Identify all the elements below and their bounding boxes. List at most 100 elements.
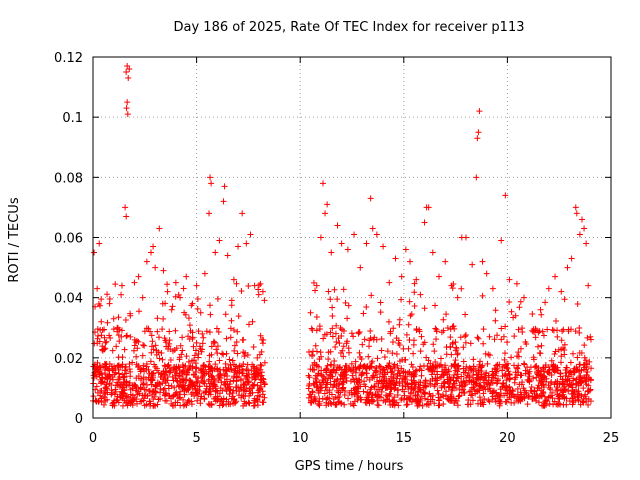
data-point-marker [336,364,343,371]
data-point-marker [410,377,417,384]
data-point-marker [519,379,526,386]
data-point-marker [431,348,438,355]
data-point-marker [540,402,547,409]
data-point-marker [437,374,444,381]
data-point-marker [115,354,122,361]
data-point-marker [325,356,332,363]
data-point-marker [244,367,251,374]
data-point-marker [529,393,536,400]
data-point-marker [572,380,579,387]
data-point-marker [208,343,215,350]
data-point-marker [547,386,554,393]
data-point-marker [478,364,485,371]
data-point-marker [193,339,200,346]
data-point-marker [223,368,230,375]
data-point-marker [417,363,424,370]
data-point-marker [432,302,439,309]
data-point-marker [331,286,338,293]
data-point-marker [532,363,539,370]
data-point-marker [158,371,165,378]
y-tick-label: 0.04 [54,292,83,307]
data-point-marker [406,298,413,305]
data-point-marker [121,346,128,353]
data-point-marker [168,400,175,407]
data-point-marker [150,243,157,250]
data-point-marker [246,387,253,394]
data-point-marker [513,371,520,378]
data-point-marker [497,398,504,405]
data-point-marker [161,392,168,399]
data-point-marker [408,361,415,368]
data-point-marker [175,291,182,298]
data-point-marker [395,402,402,409]
data-point-marker [216,402,223,409]
data-point-marker [128,398,135,405]
data-point-marker [536,385,543,392]
data-point-marker [437,355,444,362]
data-point-marker [197,309,204,316]
data-point-marker [496,361,503,368]
data-point-marker [483,380,490,387]
data-point-marker [320,335,327,342]
data-point-marker [529,327,536,334]
data-point-marker [524,401,531,408]
data-point-marker [103,338,110,345]
data-point-marker [203,370,210,377]
data-point-marker [162,337,169,344]
data-point-marker [359,369,366,376]
data-point-marker [367,389,374,396]
data-point-marker [356,365,363,372]
data-point-marker [127,368,134,375]
data-point-marker [553,401,560,408]
data-point-marker [177,294,184,301]
data-point-marker [119,361,126,368]
data-point-marker [258,369,265,376]
data-point-marker [432,325,439,332]
data-point-marker [343,340,350,347]
data-point-marker [458,285,465,292]
data-point-marker [388,369,395,376]
data-point-marker [530,375,537,382]
data-point-marker [192,360,199,367]
data-point-marker [240,402,247,409]
data-point-marker [131,342,138,349]
data-point-marker [324,379,331,386]
data-point-marker [134,400,141,407]
data-point-marker [220,198,227,205]
data-point-marker [194,295,201,302]
data-point-marker [313,327,320,334]
data-point-marker [216,357,223,364]
data-point-marker [469,391,476,398]
data-point-marker [581,354,588,361]
data-point-marker [499,367,506,374]
data-point-marker [327,329,334,336]
data-point-marker [453,344,460,351]
data-point-marker [330,366,337,373]
data-point-marker [506,376,513,383]
data-point-marker [517,298,524,305]
data-point-marker [339,381,346,388]
data-point-marker [577,378,584,385]
data-point-marker [461,333,468,340]
data-point-marker [230,327,237,334]
data-point-marker [94,285,101,292]
data-point-marker [194,305,201,312]
data-point-marker [375,402,382,409]
data-point-marker [157,395,164,402]
data-point-marker [538,311,545,318]
data-point-marker [227,366,234,373]
data-point-marker [129,385,136,392]
data-point-marker [163,397,170,404]
data-point-marker [584,334,591,341]
data-point-marker [411,289,418,296]
data-point-marker [328,249,335,256]
data-point-marker [417,379,424,386]
data-point-marker [387,401,394,408]
data-point-marker [114,324,121,331]
data-point-marker [520,294,527,301]
data-point-marker [334,376,341,383]
data-point-marker [321,390,328,397]
data-point-marker [96,240,103,247]
data-point-marker [222,311,229,318]
data-point-marker [118,327,125,334]
